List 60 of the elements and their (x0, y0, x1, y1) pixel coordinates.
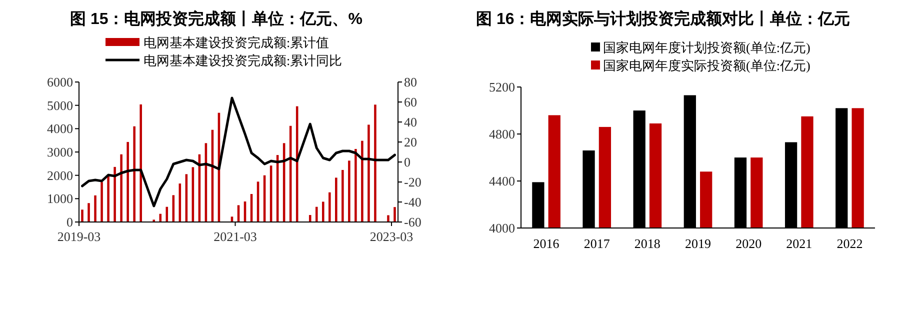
bar (374, 104, 376, 222)
y-tick-label: 3000 (47, 144, 73, 160)
y2-tick-label: -20 (404, 174, 422, 190)
bar (328, 192, 331, 222)
x-tick-label: 2019-03 (57, 229, 101, 244)
x-tick-label: 2018 (634, 236, 660, 251)
y-tick-label: 5000 (47, 98, 73, 113)
bar (342, 170, 344, 222)
bar (114, 166, 116, 222)
legend-label: 电网基本建设投资完成额:累计值 (144, 35, 330, 50)
y-tick-label: 4000 (489, 220, 515, 236)
chart-title: 图 16：电网实际与计划投资完成额对比丨单位：亿元 (476, 9, 850, 28)
y2-tick-label: 80 (404, 74, 417, 90)
y-tick-label: 4000 (47, 121, 73, 136)
legend-label: 国家电网年度实际投资额(单位:亿元) (603, 58, 810, 73)
y2-tick-label: 40 (404, 114, 417, 130)
y-tick-label: 1000 (47, 191, 73, 206)
x-tick-label: 2023-03 (370, 229, 414, 244)
bar (120, 154, 122, 222)
bar (88, 203, 90, 222)
y2-tick-label: 60 (404, 94, 417, 110)
bar (368, 124, 370, 222)
bar (348, 160, 350, 222)
x-tick-label: 2019 (685, 236, 711, 251)
y-tick-label: 6000 (47, 74, 73, 90)
y-tick-label: 4800 (489, 126, 515, 142)
y-tick-label: 5200 (489, 80, 515, 94)
bar (361, 140, 364, 222)
y2-tick-label: 0 (404, 154, 410, 170)
y2-tick-label: -40 (404, 194, 422, 210)
bar (126, 142, 129, 222)
bar (387, 215, 390, 222)
x-tick-label: 2022 (836, 236, 863, 251)
legend-label: 国家电网年度计划投资额(单位:亿元) (603, 40, 810, 55)
bar (394, 207, 396, 222)
legend-label: 电网基本建设投资完成额:累计同比 (144, 53, 342, 68)
bar (308, 215, 312, 222)
x-tick-label: 2016 (533, 236, 560, 251)
y2-tick-label: 20 (404, 134, 417, 150)
bar (81, 210, 84, 222)
bar (94, 195, 96, 222)
bar (159, 214, 162, 222)
y-tick-label: 2000 (47, 168, 73, 183)
x-tick-label: 2020 (736, 236, 762, 251)
chart-title: 图 15：电网投资完成额丨单位：亿元、% (70, 9, 362, 28)
x-tick-label: 2021-03 (214, 229, 257, 244)
bar (322, 202, 324, 222)
x-tick-label: 2021 (786, 236, 812, 251)
y-tick-label: 4400 (489, 174, 515, 188)
bar (107, 175, 110, 222)
x-tick-label: 2017 (584, 236, 610, 251)
bar (100, 182, 103, 222)
bar (335, 178, 338, 222)
y2-tick-label: -60 (404, 214, 422, 230)
bar (133, 126, 136, 222)
bar (315, 206, 318, 222)
bar (140, 104, 142, 222)
bar (166, 206, 168, 222)
y-tick-label: 0 (66, 214, 73, 230)
bar (354, 148, 357, 222)
